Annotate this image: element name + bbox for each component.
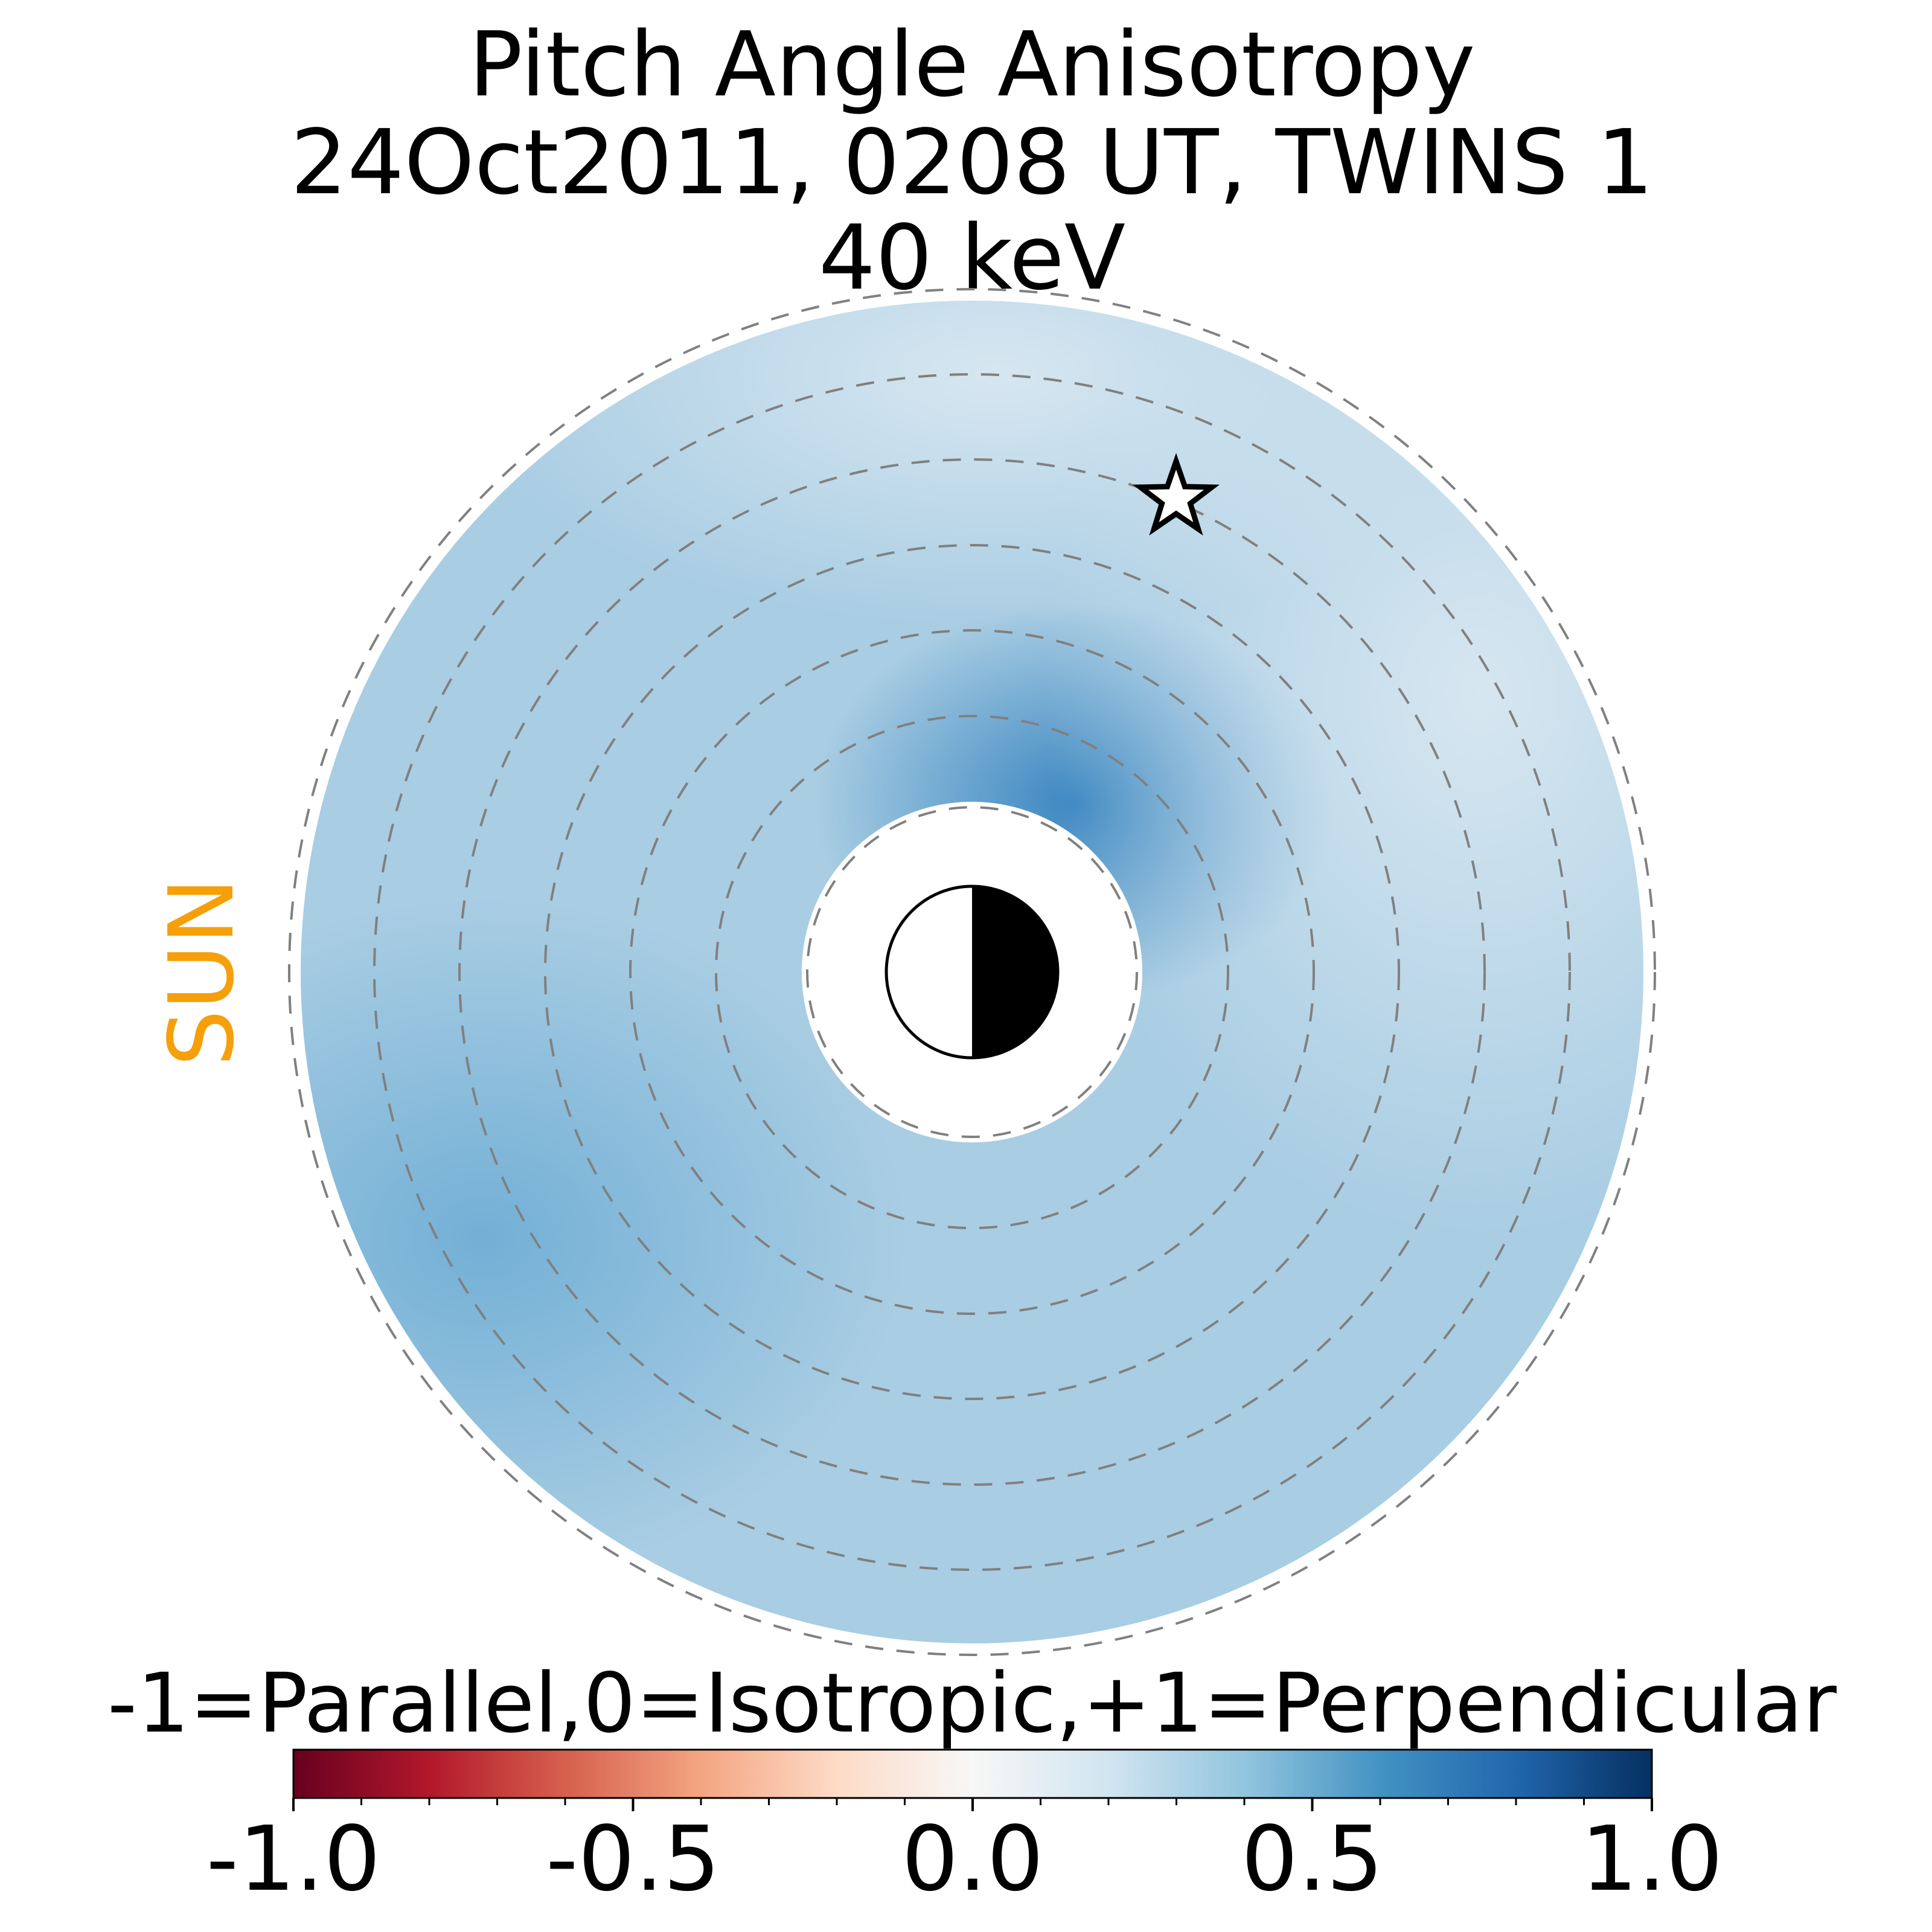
- radial-grid: [288, 288, 1656, 1656]
- chart-title-line-1: Pitch Angle Anisotropy: [469, 13, 1475, 117]
- grid-circle-7: [288, 288, 1656, 1656]
- anisotropy-heatmap: [301, 301, 1643, 1643]
- colorbar-tick-label: 0.5: [1241, 1807, 1383, 1911]
- colorbar-tick-label: -1.0: [206, 1807, 381, 1911]
- grid-circle-4: [544, 544, 1400, 1400]
- chart-title-line-2: 24Oct2011, 0208 UT, TWINS 1: [290, 110, 1654, 214]
- earth-icon: [884, 884, 1060, 1060]
- grid-circle-3: [629, 629, 1315, 1315]
- colorbar-tick-label: 1.0: [1581, 1807, 1722, 1911]
- dusk-low-anisotropy-region: [1044, 301, 1643, 1238]
- colorbar: [292, 1748, 1653, 1799]
- colorbar-tick-label: -0.5: [546, 1807, 720, 1911]
- colorbar-ticks: -1.0 -0.5 0.0 0.5 1.0: [206, 1798, 1723, 1911]
- chart-title-line-3: 40 keV: [819, 206, 1125, 310]
- dawn-high-anisotropy-region: [301, 900, 906, 1576]
- colorbar-tick-label: 0.0: [901, 1807, 1043, 1911]
- grid-circle-5: [458, 458, 1486, 1486]
- sun-label: SUN: [150, 878, 254, 1067]
- star-icon: [1133, 453, 1220, 536]
- grid-circle-2: [715, 715, 1229, 1229]
- grid-circle-1: [806, 806, 1138, 1138]
- colorbar-label: -1=Parallel,0=Isotropic,+1=Perpendicular: [107, 1656, 1837, 1751]
- grid-circle-6: [373, 373, 1571, 1571]
